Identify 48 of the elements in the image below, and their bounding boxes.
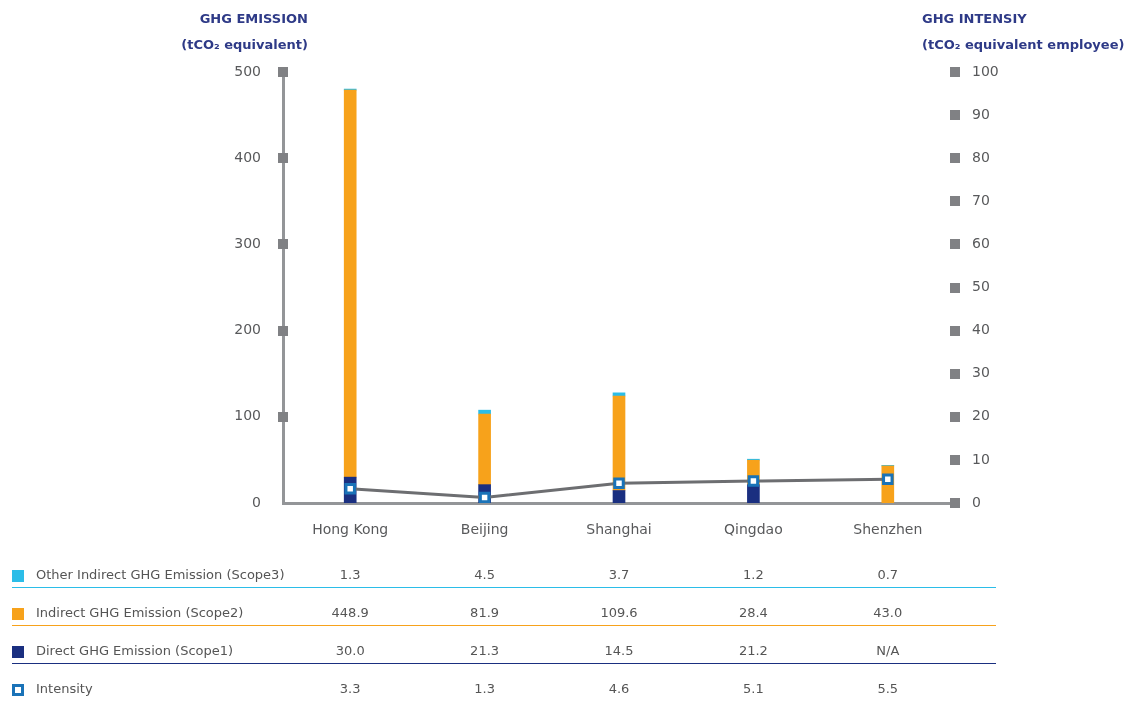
x-tick-label: Shanghai [586, 520, 652, 537]
legend-label: Intensity [36, 681, 93, 696]
y2-tick-label: 20 [972, 407, 990, 424]
y-tick-label: 100 [234, 407, 261, 424]
x-tick-label: Qingdao [724, 520, 783, 537]
y-tick-label: 0 [252, 493, 261, 510]
data-label: 4.5 [473, 567, 496, 582]
data-label: 448.9 [330, 605, 370, 620]
legend-label: Direct GHG Emission (Scope1) [36, 643, 234, 658]
legend-label: Other Indirect GHG Emission (Scope3) [36, 567, 285, 582]
data-label: 14.5 [603, 643, 635, 658]
data-label: 81.9 [469, 605, 501, 620]
y2-tick-label: 60 [972, 235, 990, 252]
data-label: 21.3 [469, 643, 501, 658]
data-label: 5.5 [876, 681, 900, 696]
y-tick-label: 200 [234, 321, 261, 338]
y2-tick-label: 50 [972, 278, 990, 295]
y2-tick-label: 0 [972, 493, 981, 510]
data-label: 5.1 [742, 681, 765, 696]
y2-tick-label: 30 [972, 364, 990, 381]
y-tick-label: 500 [234, 62, 261, 79]
data-label: 1.3 [338, 567, 362, 582]
data-label: 4.6 [607, 681, 631, 696]
data-label: 3.3 [338, 681, 362, 696]
data-label: 1.3 [473, 681, 496, 696]
x-tick-label: Beijing [460, 520, 509, 537]
data-label: 28.4 [737, 605, 769, 620]
y2-tick-label: 10 [972, 450, 990, 467]
data-label: 3.7 [607, 567, 631, 582]
data-label: 30.0 [334, 643, 366, 658]
y2-tick-label: 40 [972, 321, 990, 338]
x-tick-label: Shenzhen [853, 520, 923, 537]
text: N/A [876, 643, 900, 658]
data-label: 1.2 [742, 567, 765, 582]
data-label: 109.6 [599, 605, 639, 620]
y-axis-title: GHG EMISSION (tCO₂ equivalent) [180, 10, 308, 54]
data-label: 43.0 [872, 605, 904, 620]
y2-tick-label: 100 [972, 62, 999, 79]
x-tick-label: Hong Kong [312, 520, 389, 537]
y2-axis-title: GHG INTENSIY (tCO₂ equivalent employee) [922, 10, 1126, 54]
legend-label: Indirect GHG Emission (Scope2) [36, 605, 244, 620]
y-tick-label: 300 [234, 235, 261, 252]
y2-tick-label: 80 [972, 148, 990, 165]
y2-tick-label: 70 [972, 191, 990, 208]
data-label: 21.2 [737, 643, 769, 658]
data-label: 0.7 [876, 567, 900, 582]
y-tick-label: 400 [234, 148, 261, 165]
y2-tick-label: 90 [972, 105, 990, 122]
